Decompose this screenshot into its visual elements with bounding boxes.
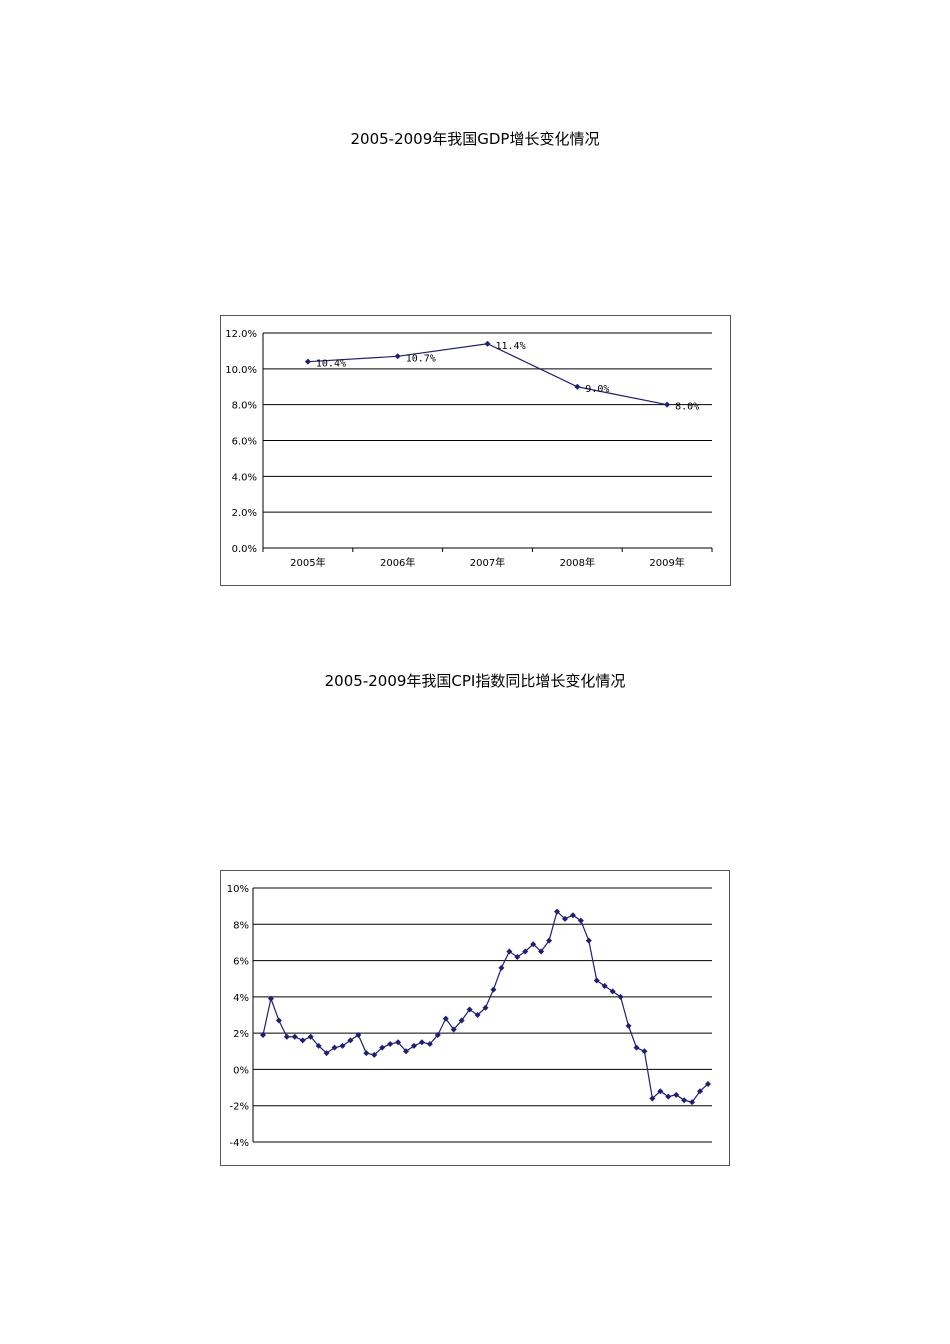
cpi-data-point	[697, 1088, 704, 1095]
cpi-data-point	[609, 988, 616, 995]
cpi-chart-svg: -4% -2% 0% 2% 4% 6% 8% 10%	[227, 884, 712, 1149]
gdp-x-tick-label: 2009年	[649, 556, 684, 569]
cpi-data-point	[434, 1031, 441, 1038]
cpi-data-point	[633, 1044, 640, 1051]
gdp-data-point	[304, 358, 311, 365]
gdp-series-line	[307, 343, 668, 406]
cpi-data-point	[705, 1080, 711, 1087]
cpi-data-point	[418, 1039, 425, 1046]
gdp-y-tick-label: 12.0%	[225, 329, 257, 340]
cpi-data-point	[450, 1026, 457, 1033]
gdp-x-tick-label: 2008年	[560, 556, 595, 569]
gdp-data-label: 11.4%	[496, 341, 526, 352]
gdp-x-tick-label: 2005年	[290, 556, 325, 569]
cpi-data-point	[403, 1048, 410, 1055]
cpi-data-point	[379, 1044, 386, 1051]
cpi-y-tick-label: -4%	[230, 1138, 249, 1149]
gdp-data-label: 9.0%	[585, 384, 609, 395]
cpi-data-point	[625, 1022, 632, 1029]
cpi-chart: -4% -2% 0% 2% 4% 6% 8% 10%	[220, 870, 730, 1166]
gdp-data-label: 8.0%	[675, 402, 699, 413]
cpi-data-point	[585, 937, 592, 944]
gdp-data-point	[394, 353, 401, 360]
cpi-data-point	[530, 941, 537, 948]
cpi-data-point	[275, 1017, 282, 1024]
cpi-data-point	[371, 1051, 378, 1058]
gdp-chart: 0.0% 2.0% 4.0% 6.0% 8.0% 10.0% 12.0% 2005年 2006年…	[220, 315, 731, 586]
cpi-data-point	[593, 977, 600, 984]
cpi-data-point	[331, 1044, 338, 1051]
cpi-data-point	[665, 1093, 672, 1100]
cpi-data-point	[355, 1031, 362, 1038]
cpi-data-point	[514, 953, 521, 960]
cpi-y-tick-label: 4%	[233, 993, 249, 1004]
cpi-data-point	[554, 908, 561, 915]
cpi-y-tick-label: 8%	[233, 920, 249, 931]
cpi-data-point	[267, 995, 274, 1002]
cpi-data-point	[538, 948, 545, 955]
gdp-data-label: 10.7%	[406, 353, 436, 364]
cpi-data-point	[347, 1037, 354, 1044]
cpi-data-point	[689, 1099, 696, 1106]
cpi-data-point	[283, 1033, 290, 1040]
cpi-data-point	[601, 982, 608, 989]
cpi-y-tick-label: 2%	[233, 1029, 249, 1040]
cpi-data-point	[482, 1004, 489, 1011]
cpi-data-point	[291, 1033, 298, 1040]
cpi-data-point	[617, 993, 624, 1000]
gdp-y-tick-label: 0.0%	[232, 544, 257, 555]
cpi-data-point	[339, 1042, 346, 1049]
cpi-data-point	[490, 986, 497, 993]
gdp-data-point	[484, 340, 491, 347]
cpi-data-point	[395, 1039, 402, 1046]
gdp-y-tick-label: 8.0%	[232, 401, 257, 412]
gdp-data-label: 10.4%	[316, 359, 346, 370]
cpi-data-point	[681, 1097, 688, 1104]
cpi-data-point	[466, 1006, 473, 1013]
cpi-data-point	[315, 1042, 322, 1049]
cpi-y-tick-label: 0%	[233, 1065, 249, 1076]
gdp-y-tick-label: 10.0%	[225, 365, 257, 376]
cpi-data-point	[649, 1095, 656, 1102]
gdp-y-tick-label: 2.0%	[232, 508, 257, 519]
cpi-data-point	[546, 937, 553, 944]
cpi-data-point	[522, 948, 529, 955]
cpi-data-point	[426, 1041, 433, 1048]
cpi-data-point	[387, 1041, 394, 1048]
gdp-data-point	[574, 383, 581, 390]
gdp-data-point	[664, 401, 671, 408]
cpi-data-point	[307, 1033, 314, 1040]
cpi-data-point	[363, 1050, 370, 1057]
cpi-data-point	[442, 1015, 449, 1022]
cpi-data-point	[577, 917, 584, 924]
cpi-y-tick-label: 6%	[233, 957, 249, 968]
cpi-data-point	[657, 1088, 664, 1095]
cpi-data-point	[299, 1037, 306, 1044]
cpi-data-point	[260, 1031, 266, 1038]
cpi-data-point	[474, 1012, 481, 1018]
cpi-chart-title: 2005-2009年我国CPI指数同比增长变化情况	[324, 672, 626, 690]
gdp-x-tick-label: 2007年	[470, 556, 505, 569]
cpi-data-point	[673, 1091, 680, 1098]
gdp-y-tick-label: 4.0%	[232, 472, 257, 483]
gdp-y-tick-label: 6.0%	[232, 437, 257, 448]
gdp-chart-title: 2005-2009年我国GDP增长变化情况	[350, 130, 600, 148]
cpi-data-point	[561, 915, 568, 922]
cpi-data-point	[641, 1048, 648, 1055]
cpi-data-point	[458, 1017, 465, 1024]
cpi-data-point	[323, 1050, 330, 1057]
cpi-data-point	[506, 948, 513, 955]
gdp-chart-svg: 0.0% 2.0% 4.0% 6.0% 8.0% 10.0% 12.0% 2005年 2006年…	[225, 329, 713, 569]
gdp-x-tick-label: 2006年	[380, 556, 415, 569]
cpi-data-point	[410, 1042, 417, 1049]
cpi-y-tick-label: -2%	[230, 1102, 249, 1113]
cpi-data-point	[569, 912, 576, 919]
cpi-y-tick-label: 10%	[227, 884, 249, 895]
cpi-data-point	[498, 964, 505, 971]
